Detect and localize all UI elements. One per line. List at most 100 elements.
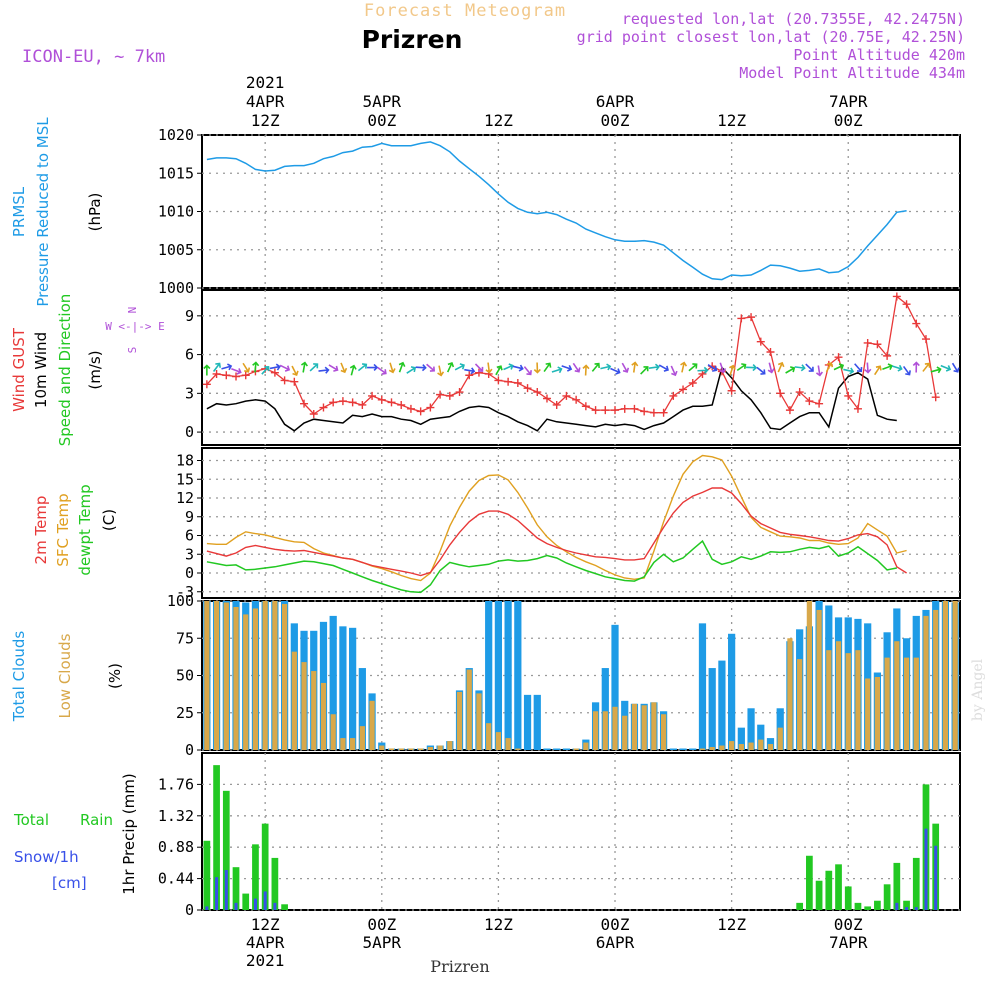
gust-marker <box>542 394 551 403</box>
low-cloud-bar <box>311 671 317 750</box>
low-cloud-bar <box>699 748 706 750</box>
arrow-shape <box>874 365 882 376</box>
gust-marker <box>562 391 571 400</box>
low-cloud-bar <box>884 657 890 750</box>
low-cloud-bar <box>758 739 764 750</box>
arrow-shape <box>591 362 600 372</box>
gust-marker <box>387 398 396 407</box>
snow-bar <box>273 902 277 910</box>
gust-marker <box>688 379 697 387</box>
gust-marker <box>300 399 309 408</box>
gust-marker <box>270 368 279 377</box>
arrow-shape <box>600 363 612 371</box>
low-cloud-bar <box>476 693 482 750</box>
low-cloud-bar <box>729 741 735 750</box>
arrow-shape <box>300 361 308 373</box>
low-cloud-bar <box>913 657 919 750</box>
total-cloud-bar <box>514 601 522 750</box>
product-title: Forecast Meteogram <box>364 1 566 21</box>
snow-bar <box>205 906 209 910</box>
low-cloud-bar <box>379 745 385 750</box>
gust-marker <box>523 384 532 393</box>
wind-direction-arrow <box>572 362 581 373</box>
footer-station: Prizren <box>430 957 489 976</box>
total-cloud-bar <box>553 748 561 750</box>
pressure-line <box>206 141 907 281</box>
rain-label: Rain <box>80 811 113 829</box>
wind-direction-arrow <box>388 362 396 374</box>
arrow-shape <box>922 362 931 372</box>
wind-direction-arrow <box>930 366 942 374</box>
arrow-shape <box>261 365 270 375</box>
low-cloud-bar <box>933 609 939 750</box>
top-time-label: 12Z <box>717 111 746 130</box>
top-time-label: 00Z <box>834 111 863 130</box>
total-cloud-bar <box>757 724 765 750</box>
2m-temp-line <box>206 487 907 577</box>
wind-direction-arrow <box>340 362 348 374</box>
arrow-shape <box>891 364 903 372</box>
wind-direction-arrow <box>902 365 911 376</box>
gust-marker <box>902 300 911 309</box>
station-title: Prizren <box>362 25 463 54</box>
wind-direction-arrow <box>640 366 649 375</box>
rain-bar <box>874 900 881 910</box>
total-cloud-bar <box>689 748 697 750</box>
wind-direction-arrow <box>736 363 747 372</box>
panel-frame-2 <box>201 289 961 446</box>
low-cloud-bar <box>651 702 657 750</box>
arrow-shape <box>902 365 911 376</box>
low-cloud-bar <box>447 741 453 750</box>
wind-direction-arrow <box>406 366 417 374</box>
gust-marker <box>873 340 882 349</box>
snow-bar <box>224 870 228 910</box>
low-cloud-bar <box>855 650 861 750</box>
wind-direction-arrow <box>648 363 660 371</box>
y-tick-label: 0 <box>185 423 194 441</box>
gust-marker <box>436 390 445 399</box>
gust-marker <box>620 404 629 413</box>
rain-bar <box>232 867 240 910</box>
gust-marker <box>232 372 241 381</box>
wind-direction-arrow <box>670 365 678 377</box>
sfc-temp-line <box>206 454 907 582</box>
arrow-shape <box>940 364 952 372</box>
wind-direction-arrow <box>582 364 590 376</box>
arrow-shape <box>523 366 532 376</box>
arrow-shape <box>512 364 524 372</box>
arrow-shape <box>212 362 221 372</box>
arrow-shape <box>854 363 863 373</box>
wind-direction-arrow <box>503 363 514 371</box>
arrow-shape <box>495 365 503 376</box>
gust-marker <box>222 371 231 380</box>
low-cloud-bar <box>466 669 472 750</box>
low-cloud-bar <box>340 738 346 750</box>
arrow-shape <box>328 364 339 372</box>
total-cloud-bar <box>485 601 493 750</box>
top-time-label: 6APR <box>596 92 635 111</box>
arrow-shape <box>309 363 319 372</box>
pressure-unit: (hPa) <box>86 193 104 232</box>
compass-we: W <-|-> E <box>105 320 165 333</box>
rain-bar <box>893 862 901 910</box>
low-cloud-bar <box>923 615 929 750</box>
low-cloud-bar <box>787 638 793 750</box>
wind-direction-arrow <box>367 363 379 372</box>
low-cloud-bar <box>806 601 812 750</box>
wind-direction-arrow <box>261 365 270 375</box>
arrow-shape <box>291 365 299 376</box>
arrow-shape <box>485 362 493 374</box>
gust-marker <box>844 391 853 400</box>
gust-marker <box>474 368 483 377</box>
gust-marker <box>280 376 289 385</box>
arrow-shape <box>777 361 785 373</box>
wind-direction-arrow <box>891 364 903 372</box>
y-tick-label: 9 <box>185 508 194 526</box>
rain-bar <box>903 900 910 910</box>
gust-marker <box>912 319 921 328</box>
dewpt-label: dewpt Temp <box>76 484 94 575</box>
total-cloud-bar <box>562 748 571 750</box>
y-tick-label: 1.32 <box>158 807 194 825</box>
snow-bar <box>914 907 918 910</box>
wind-direction-arrow <box>874 365 882 376</box>
